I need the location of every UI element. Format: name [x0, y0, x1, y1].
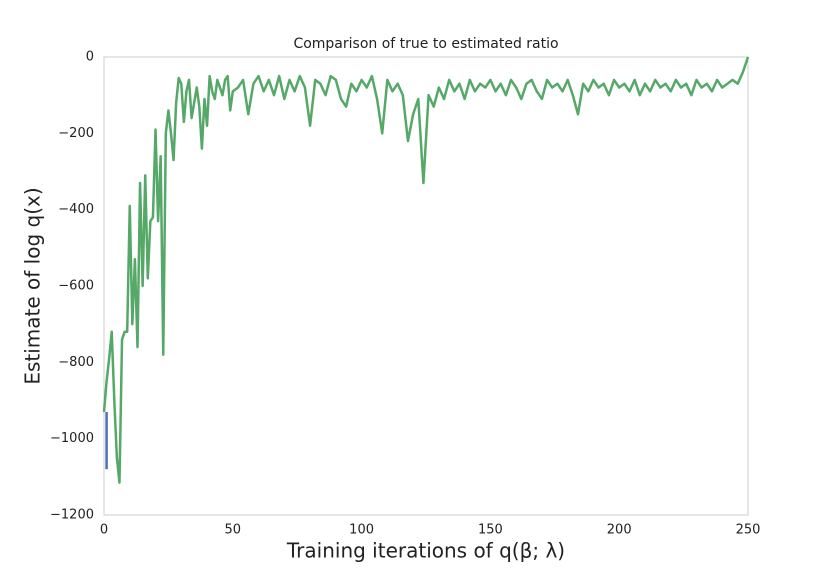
y-tick-label: 0 — [86, 50, 94, 65]
x-tick-label: 150 — [478, 523, 503, 538]
y-axis-label: Estimate of log q(x) — [21, 187, 45, 384]
y-tick-label: −1000 — [50, 431, 94, 446]
y-tick-label: −400 — [58, 202, 94, 217]
x-tick-label: 0 — [100, 523, 108, 538]
x-tick-label: 200 — [607, 523, 632, 538]
x-axis-label: Training iterations of q(β; λ) — [286, 539, 565, 563]
y-tick-label: −800 — [58, 355, 94, 370]
chart-title: Comparison of true to estimated ratio — [293, 36, 558, 52]
y-tick-label: −600 — [58, 279, 94, 294]
plot-frame — [103, 56, 749, 516]
y-tick-label: −200 — [58, 126, 94, 141]
line-series — [102, 56, 750, 484]
x-tick-label: 100 — [349, 523, 374, 538]
x-tick-label: 50 — [225, 523, 242, 538]
y-tick-label: −1200 — [50, 508, 94, 523]
x-tick-label: 250 — [736, 523, 761, 538]
